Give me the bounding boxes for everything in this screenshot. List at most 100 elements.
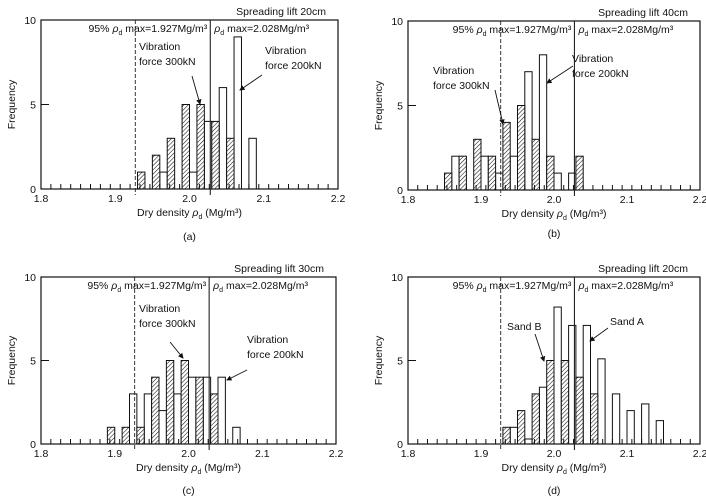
rho-symbol: ρ [476, 280, 483, 292]
panel-label: (d) [548, 485, 561, 497]
annotation-text: force 200kN [265, 60, 322, 72]
label-prefix: Dry density [501, 462, 556, 474]
chart-title: Spreading lift 30cm [234, 263, 324, 275]
x-tick-label: 1.9 [107, 448, 122, 460]
bar-hatched [473, 138, 482, 191]
label-prefix: 95% [453, 24, 477, 36]
y-axis-label: Frequency [6, 335, 18, 385]
bar-hatched [137, 171, 146, 190]
ref-label-max: ρd max=2.028Mg/m³ [212, 280, 308, 294]
bar-open [538, 54, 548, 191]
x-tick-label: 2.2 [693, 194, 706, 206]
rho-symbol: ρ [111, 23, 118, 35]
annotation-text: force 300kN [433, 80, 490, 92]
bar-open [189, 171, 198, 190]
label-suffix: (Mg/m³) [567, 462, 607, 474]
x-tick-label: 2.2 [329, 448, 344, 460]
label-prefix: Dry density [137, 207, 192, 219]
bar-open [129, 393, 138, 445]
bar-hatched [151, 154, 161, 190]
x-tick-label: 1.8 [34, 193, 49, 205]
bar-hatched [210, 393, 219, 445]
y-tick-label: 10 [24, 272, 36, 284]
rho-symbol: ρ [476, 24, 483, 36]
annotation-arrow [191, 75, 202, 105]
bar-open [232, 426, 241, 445]
bar-open [538, 386, 548, 445]
y-tick-label: 5 [30, 100, 36, 112]
annotation-text: force 200kN [247, 349, 304, 361]
label-suffix: max=2.028Mg/m³ [588, 24, 673, 36]
y-axis-label: Frequency [6, 79, 18, 129]
bar-hatched [195, 376, 204, 445]
bar-hatched [560, 360, 570, 445]
bar-hatched [136, 426, 145, 445]
annotation-arrow [546, 65, 574, 84]
bar-open [626, 410, 635, 445]
x-tick-label: 1.8 [401, 448, 416, 460]
bar-open [173, 393, 182, 445]
annotation-text: Vibration [139, 41, 180, 53]
bar-open [524, 438, 533, 445]
bar-open [655, 420, 665, 445]
bar-hatched [546, 360, 555, 445]
y-tick-label: 5 [30, 356, 36, 368]
bar-hatched [531, 393, 540, 445]
bar-open [188, 376, 197, 445]
y-tick-label: 0 [397, 439, 403, 451]
annotation-arrow [494, 89, 505, 125]
label-suffix: max=1.927Mg/m³ [487, 24, 572, 36]
x-tick-label: 2.2 [693, 448, 706, 460]
bar-hatched [575, 376, 584, 445]
ref-label-95pct: 95% ρd max=1.927Mg/m³ [453, 280, 572, 294]
bar-open [217, 376, 226, 445]
bar-hatched [517, 410, 526, 445]
bar-hatched [517, 105, 526, 191]
bar-hatched [590, 393, 599, 445]
label-suffix: (Mg/m³) [567, 208, 607, 220]
subscript: d [483, 31, 487, 38]
rho-symbol: ρ [556, 208, 563, 220]
bar-hatched [106, 426, 116, 445]
bar-open [158, 410, 167, 445]
annotation-text: Sand B [507, 321, 541, 333]
annotation-arrow [169, 341, 184, 359]
subscript: d [584, 287, 588, 294]
ref-label-max: ρd max=2.028Mg/m³ [213, 23, 309, 37]
rho-symbol: ρ [213, 23, 220, 35]
bar-open [553, 306, 562, 445]
bar-hatched [458, 155, 467, 191]
label-suffix: max=1.927Mg/m³ [121, 280, 206, 292]
annotation-arrow [239, 74, 263, 91]
label-prefix: 95% [89, 23, 113, 35]
bar-hatched [226, 137, 235, 190]
bar-hatched [166, 137, 176, 190]
bar-open [611, 393, 621, 445]
bar-open [597, 358, 606, 445]
subscript: d [219, 287, 223, 294]
y-tick-label: 10 [391, 272, 403, 284]
subscript: d [220, 30, 224, 37]
annotation-arrow [534, 333, 546, 362]
annotation-arrow [226, 369, 248, 381]
bar-open [524, 71, 533, 191]
label-suffix: max=1.927Mg/m³ [122, 23, 207, 35]
annotation-text: Vibration [265, 45, 306, 57]
subscript: d [483, 287, 487, 294]
y-tick-label: 5 [397, 356, 403, 368]
annotation-text: Vibration [572, 53, 613, 65]
y-tick-label: 10 [391, 16, 403, 28]
subscript: d [117, 287, 121, 294]
x-tick-label: 2.0 [181, 448, 196, 460]
chart-title: Spreading lift 20cm [598, 263, 688, 275]
bar-hatched [151, 376, 160, 445]
rho-symbol: ρ [212, 280, 219, 292]
bar-hatched [211, 120, 220, 190]
subscript: d [584, 31, 588, 38]
bar-open [495, 172, 504, 191]
bar-hatched [444, 172, 453, 191]
y-axis-label: Frequency [373, 335, 385, 385]
x-tick-label: 2.1 [255, 448, 270, 460]
